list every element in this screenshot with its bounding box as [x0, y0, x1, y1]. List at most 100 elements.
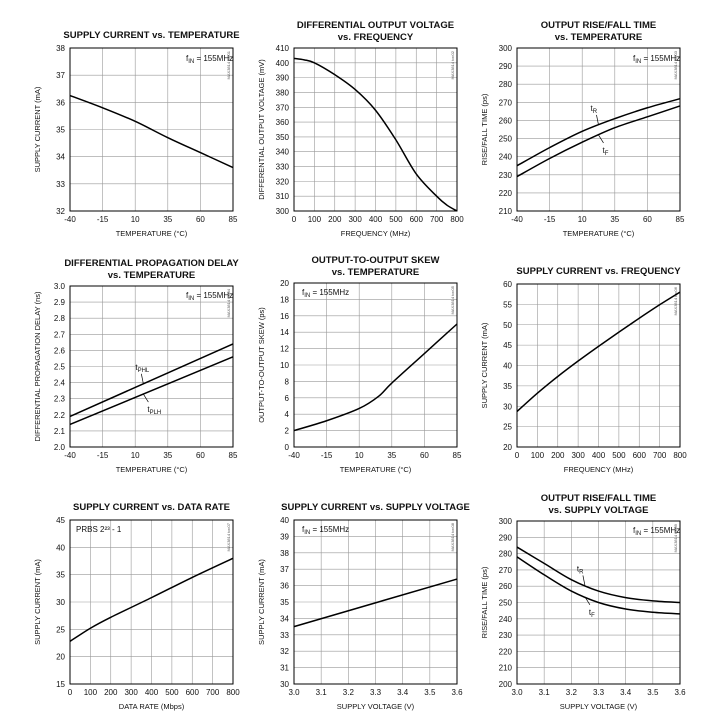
y-tick-label: 8: [285, 377, 290, 386]
x-tick-label: -15: [97, 215, 109, 224]
y-tick-label: 37: [56, 71, 65, 80]
y-tick-label: 14: [280, 328, 289, 337]
y-tick-label: 280: [499, 80, 513, 89]
x-tick-label: 400: [369, 215, 383, 224]
y-tick-label: 220: [499, 189, 513, 198]
y-tick-label: 45: [503, 341, 512, 350]
plot-frame: [293, 47, 458, 212]
y-tick-label: 38: [280, 549, 289, 558]
figure-tag: MAX3814 toc06: [673, 286, 678, 315]
x-tick-label: 35: [163, 451, 172, 460]
y-tick-label: 0: [285, 443, 290, 452]
chart-title: SUPPLY CURRENT vs. DATA RATE: [73, 502, 230, 513]
x-axis-label: TEMPERATURE (°C): [340, 465, 412, 474]
y-tick-label: 2.4: [54, 379, 66, 388]
y-axis-label: SUPPLY CURRENT (mA): [33, 559, 42, 645]
y-axis-label: SUPPLY CURRENT (mA): [257, 559, 266, 645]
x-tick-label: 100: [84, 688, 98, 697]
series-leader: [143, 393, 149, 403]
y-tick-label: 34: [56, 153, 65, 162]
x-tick-label: 0: [292, 215, 297, 224]
y-tick-label: 270: [499, 566, 513, 575]
x-tick-label: 3.1: [539, 688, 551, 697]
y-tick-label: 290: [499, 533, 513, 542]
y-axis-label: SUPPLY CURRENT (mA): [33, 86, 42, 172]
figure-tag: MAX3814 toc09: [673, 523, 678, 552]
x-tick-label: 600: [186, 688, 200, 697]
chart-title: DIFFERENTIAL PROPAGATION DELAY: [64, 258, 239, 269]
x-tick-label: 0: [68, 688, 73, 697]
y-tick-label: 10: [280, 361, 289, 370]
y-tick-label: 210: [499, 664, 513, 673]
chart-annotation: fIN = 155MHz: [186, 291, 233, 302]
y-tick-label: 31: [280, 664, 289, 673]
x-tick-label: -15: [544, 215, 556, 224]
x-tick-label: 700: [430, 215, 444, 224]
x-tick-label: 60: [196, 451, 205, 460]
y-tick-label: 250: [499, 135, 513, 144]
y-tick-label: 290: [499, 62, 513, 71]
x-tick-label: -15: [97, 451, 109, 460]
figure-tag: MAX3814 toc01: [226, 50, 231, 79]
y-tick-label: 30: [280, 680, 289, 689]
chart-title: vs. TEMPERATURE: [108, 270, 195, 281]
y-tick-label: 350: [276, 133, 290, 142]
y-tick-label: 15: [56, 680, 65, 689]
y-tick-label: 300: [499, 517, 513, 526]
y-tick-label: 33: [280, 631, 289, 640]
y-tick-label: 32: [56, 207, 65, 216]
y-tick-label: 340: [276, 148, 290, 157]
x-axis-label: TEMPERATURE (°C): [563, 229, 635, 238]
y-tick-label: 6: [285, 394, 290, 403]
y-tick-label: 30: [56, 598, 65, 607]
series-leader: [582, 575, 586, 586]
x-axis-label: TEMPERATURE (°C): [116, 465, 188, 474]
plot-frame: [293, 519, 458, 685]
y-tick-label: 260: [499, 116, 513, 125]
series-line: [69, 557, 234, 642]
y-tick-label: 2.2: [54, 411, 66, 420]
y-tick-label: 2.0: [54, 443, 66, 452]
x-tick-label: 0: [515, 451, 520, 460]
plot-frame: [69, 47, 234, 212]
chart-title: SUPPLY CURRENT vs. SUPPLY VOLTAGE: [281, 502, 470, 513]
x-tick-label: 100: [308, 215, 322, 224]
series-line: [293, 323, 458, 432]
y-tick-label: 38: [56, 44, 65, 53]
y-tick-label: 210: [499, 207, 513, 216]
x-tick-label: 700: [206, 688, 220, 697]
y-tick-label: 260: [499, 582, 513, 591]
x-tick-label: 85: [229, 215, 238, 224]
x-axis-label: SUPPLY VOLTAGE (V): [560, 702, 638, 711]
x-tick-label: 35: [610, 215, 619, 224]
plot-frame: [293, 282, 458, 448]
chart-title: vs. FREQUENCY: [338, 32, 414, 43]
x-tick-label: 3.2: [343, 688, 355, 697]
x-tick-label: 3.5: [424, 688, 436, 697]
y-tick-label: 2.7: [54, 330, 66, 339]
x-tick-label: 3.6: [674, 688, 686, 697]
chart-annotation: fIN = 155MHz: [633, 54, 680, 65]
x-tick-label: 3.6: [451, 688, 463, 697]
y-tick-label: 300: [499, 44, 513, 53]
y-tick-label: 230: [499, 171, 513, 180]
y-tick-label: 390: [276, 74, 290, 83]
x-tick-label: 85: [229, 451, 238, 460]
y-tick-label: 2.6: [54, 346, 66, 355]
chart-1: SUPPLY CURRENT vs. TEMPERATURE -40 -15 10 35…: [33, 30, 240, 238]
series-leader: [141, 373, 144, 384]
y-tick-label: 35: [56, 126, 65, 135]
series-line: [516, 97, 681, 167]
x-axis-label: TEMPERATURE (°C): [116, 229, 188, 238]
x-tick-label: 800: [673, 451, 687, 460]
y-tick-label: 380: [276, 88, 290, 97]
y-tick-label: 230: [499, 631, 513, 640]
y-tick-label: 370: [276, 103, 290, 112]
y-tick-label: 3.0: [54, 282, 66, 291]
y-tick-label: 360: [276, 118, 290, 127]
series-label: tR: [577, 564, 584, 575]
y-tick-label: 200: [499, 680, 513, 689]
series-line: [69, 94, 234, 169]
y-tick-label: 45: [56, 516, 65, 525]
